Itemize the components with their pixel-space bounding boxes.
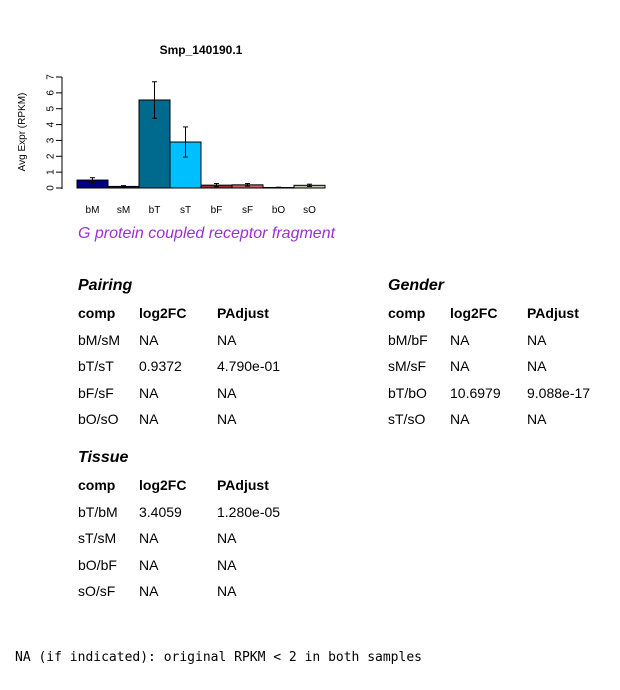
- table-cell: NA: [217, 384, 237, 401]
- tissue-title: Tissue: [78, 449, 129, 466]
- col-header-log2fc: log2FC: [139, 305, 187, 322]
- error-bar-sM: [121, 185, 126, 188]
- y-axis-ticks: 0 1 2 3 4 5 6 7: [46, 74, 62, 191]
- table-row: sM/sF NA NA: [388, 353, 617, 380]
- error-bars: [90, 81, 312, 189]
- col-header-comp: comp: [78, 305, 116, 322]
- y-tick-label: 6: [46, 90, 57, 96]
- bar-series: [76, 99, 326, 189]
- table-cell: bF/sF: [78, 384, 114, 401]
- table-header-row: comp log2FC PAdjust: [78, 300, 317, 327]
- pairing-title: Pairing: [78, 277, 133, 294]
- table-cell: NA: [450, 411, 470, 428]
- x-tick-label: bF: [211, 205, 223, 216]
- table-cell: NA: [527, 358, 547, 375]
- table-cell: bM/bF: [388, 331, 428, 348]
- table-row: bM/sM NA NA: [78, 327, 317, 354]
- table-cell: NA: [139, 583, 159, 600]
- table-cell: 0.9372: [139, 358, 182, 375]
- x-tick-label: bO: [272, 205, 286, 216]
- gender-table: comp log2FC PAdjust bM/bF NA NA sM/sF NA…: [388, 300, 617, 433]
- x-tick-label: bM: [86, 205, 100, 216]
- table-cell: 9.088e-17: [527, 384, 591, 401]
- error-bar-sT: [183, 126, 188, 158]
- table-row: bO/bF NA NA: [78, 552, 317, 579]
- col-header-comp: comp: [78, 477, 116, 494]
- table-cell: NA: [217, 331, 237, 348]
- table-cell: NA: [527, 411, 547, 428]
- x-axis-labels: bM sM bT sT bF sF bO sO: [86, 205, 317, 216]
- expression-bar-chart: Smp_140190.1 Avg Expr (RPKM) 0 1 2 3 4 5 6 7 bM…: [17, 43, 326, 216]
- error-bar-sF: [245, 183, 250, 187]
- footnote: NA (if indicated): original RPKM < 2 in …: [15, 650, 422, 665]
- col-header-padjust: PAdjust: [217, 305, 269, 322]
- table-cell: NA: [139, 331, 159, 348]
- col-header-padjust: PAdjust: [217, 477, 269, 494]
- table-cell: NA: [450, 331, 470, 348]
- table-cell: bM/sM: [78, 331, 120, 348]
- table-cell: NA: [527, 331, 547, 348]
- table-cell: 4.790e-01: [217, 358, 281, 375]
- x-tick-label: sO: [303, 205, 316, 216]
- table-row: bT/bM 3.4059 1.280e-05: [78, 499, 317, 526]
- table-cell: 10.6979: [450, 384, 501, 401]
- table-cell: NA: [217, 530, 237, 547]
- y-tick-label: 4: [46, 121, 57, 127]
- y-axis-label: Avg Expr (RPKM): [17, 93, 28, 172]
- table-cell: 1.280e-05: [217, 503, 281, 520]
- col-header-comp: comp: [388, 305, 426, 322]
- chart-title: Smp_140190.1: [160, 43, 243, 57]
- table-cell: 3.4059: [139, 503, 182, 520]
- error-bar-sO: [307, 183, 312, 187]
- table-row: sT/sO NA NA: [388, 406, 617, 433]
- table-cell: NA: [217, 556, 237, 573]
- table-cell: bT/bO: [388, 384, 427, 401]
- table-row: bM/bF NA NA: [388, 327, 617, 354]
- gene-description: G protein coupled receptor fragment: [78, 225, 336, 242]
- y-tick-label: 0: [46, 185, 57, 191]
- table-cell: NA: [139, 556, 159, 573]
- y-tick-label: 3: [46, 137, 57, 143]
- table-cell: bT/sT: [78, 358, 114, 375]
- table-row: bO/sO NA NA: [78, 406, 317, 433]
- x-tick-label: sT: [180, 205, 191, 216]
- table-row: sO/sF NA NA: [78, 578, 317, 605]
- table-cell: NA: [139, 411, 159, 428]
- error-bar-bF: [214, 183, 219, 188]
- y-tick-label: 7: [46, 74, 57, 80]
- table-cell: NA: [217, 411, 237, 428]
- table-cell: bO/sO: [78, 411, 119, 428]
- col-header-padjust: PAdjust: [527, 305, 579, 322]
- table-row: sT/sM NA NA: [78, 525, 317, 552]
- error-bar-bM: [90, 177, 95, 183]
- x-tick-label: bT: [149, 205, 161, 216]
- col-header-log2fc: log2FC: [450, 305, 498, 322]
- col-header-log2fc: log2FC: [139, 477, 187, 494]
- table-cell: NA: [139, 530, 159, 547]
- table-header-row: comp log2FC PAdjust: [78, 472, 317, 499]
- table-cell: sO/sF: [78, 583, 116, 600]
- error-bar-bO: [276, 186, 281, 189]
- y-tick-label: 1: [46, 169, 57, 175]
- x-tick-label: sF: [242, 205, 253, 216]
- y-tick-label: 5: [46, 105, 57, 111]
- table-cell: bT/bM: [78, 503, 118, 520]
- table-cell: sT/sM: [78, 530, 117, 547]
- table-row: bF/sF NA NA: [78, 380, 317, 407]
- table-cell: sM/sF: [388, 358, 427, 375]
- table-row: bT/bO 10.6979 9.088e-17: [388, 380, 617, 407]
- gender-title: Gender: [388, 277, 445, 294]
- pairing-table: comp log2FC PAdjust bM/sM NA NA bT/sT 0.…: [78, 300, 317, 433]
- y-tick-label: 2: [46, 153, 57, 159]
- x-tick-label: sM: [117, 205, 130, 216]
- table-cell: NA: [450, 358, 470, 375]
- table-row: bT/sT 0.9372 4.790e-01: [78, 353, 317, 380]
- table-cell: NA: [217, 583, 237, 600]
- table-cell: NA: [139, 384, 159, 401]
- table-cell: bO/bF: [78, 556, 117, 573]
- tissue-table: comp log2FC PAdjust bT/bM 3.4059 1.280e-…: [78, 472, 317, 605]
- error-bar-bT: [152, 81, 157, 119]
- table-header-row: comp log2FC PAdjust: [388, 300, 617, 327]
- table-cell: sT/sO: [388, 411, 426, 428]
